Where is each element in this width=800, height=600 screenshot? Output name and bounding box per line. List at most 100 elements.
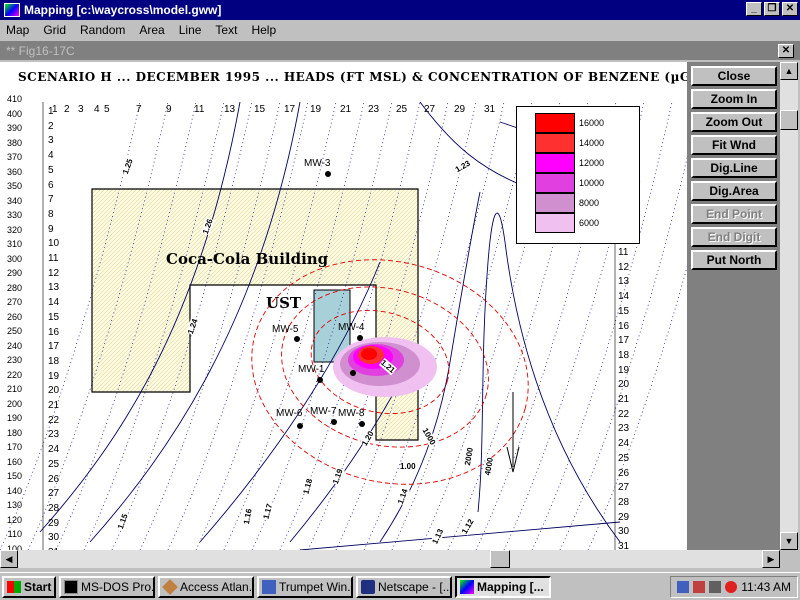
display-icon[interactable] — [693, 580, 705, 593]
access-icon — [162, 578, 178, 595]
y-axis-label: 320 — [6, 224, 22, 235]
plume-4000-contour — [310, 309, 450, 415]
row-number-right: 25 — [618, 452, 630, 464]
head-contour-3 — [199, 261, 381, 543]
well-label-mw1: MW-1 — [298, 364, 325, 375]
y-axis-label: 330 — [6, 210, 22, 220]
column-number: 2 — [64, 104, 70, 115]
menu-bar: Map Grid Random Area Line Text Help — [0, 20, 800, 39]
column-number: 7 — [136, 104, 142, 115]
row-number-right: 19 — [618, 364, 630, 376]
y-axis-label: 380 — [6, 137, 22, 148]
legend-row: 12000 — [535, 153, 639, 173]
legend-value: 8000 — [579, 198, 600, 208]
y-axis-label: 310 — [6, 239, 22, 249]
legend-row: 16000 — [535, 113, 639, 133]
menu-help[interactable]: Help — [251, 22, 277, 37]
scroll-up-icon[interactable]: ▲ — [780, 62, 798, 80]
row-number-left: 14 — [48, 297, 60, 309]
scroll-left-icon[interactable]: ◀ — [0, 550, 18, 568]
horizontal-scrollbar[interactable]: ◀ ▶ — [0, 550, 780, 568]
row-number-left: 12 — [48, 267, 60, 279]
y-axis-label: 240 — [6, 340, 22, 351]
menu-random[interactable]: Random — [80, 22, 126, 37]
legend-row: 8000 — [535, 193, 639, 213]
legend-value: 12000 — [579, 158, 605, 168]
row-number-left: 23 — [48, 429, 60, 441]
column-number: 17 — [284, 104, 296, 115]
head-contour-6 — [477, 212, 621, 543]
menu-line[interactable]: Line — [178, 22, 202, 37]
zoom-in-button[interactable]: Zoom In — [691, 89, 777, 109]
row-number-left: 20 — [48, 385, 60, 397]
row-number-left: 19 — [48, 370, 60, 382]
plume-1000-contour — [251, 259, 529, 485]
well-label-mw7: MW-7 — [310, 406, 337, 417]
put-north-button[interactable]: Put North — [691, 250, 777, 270]
vertical-scroll-thumb[interactable] — [780, 110, 798, 130]
restore-button[interactable]: ❐ — [764, 2, 780, 16]
column-number: 23 — [368, 104, 380, 115]
y-axis-label: 400 — [6, 108, 22, 119]
well-label-mw8: MW-8 — [338, 408, 365, 419]
close-button[interactable]: Close — [691, 66, 777, 86]
concentration-legend: 16000 14000 12000 10000 8000 6000 — [516, 106, 640, 244]
network-icon[interactable] — [677, 580, 689, 593]
row-number-right: 24 — [618, 438, 630, 450]
head-contour-2 — [89, 101, 301, 543]
column-number: 19 — [310, 104, 322, 115]
head-contour-5 — [379, 191, 481, 543]
task-msdos[interactable]: MS-DOS Pro... — [59, 575, 155, 598]
start-button[interactable]: Start — [2, 575, 56, 598]
task-access[interactable]: Access Atlan... — [158, 575, 254, 598]
mapping-app-icon — [4, 3, 20, 17]
y-axis-label: 200 — [6, 398, 22, 409]
menu-grid[interactable]: Grid — [43, 22, 67, 37]
menu-area[interactable]: Area — [139, 22, 165, 37]
netscape-icon — [361, 579, 375, 594]
y-axis-label: 340 — [6, 195, 22, 206]
dig-area-button[interactable]: Dig.Area — [691, 181, 777, 201]
scroll-right-icon[interactable]: ▶ — [762, 550, 780, 568]
minimize-button[interactable]: _ — [746, 2, 762, 16]
row-number-right: 15 — [618, 305, 630, 317]
end-digit-button[interactable]: End Digit — [691, 227, 777, 247]
volume-icon[interactable] — [709, 580, 721, 593]
vertical-scrollbar[interactable]: ▲ ▼ — [780, 62, 798, 550]
legend-swatch — [535, 153, 575, 173]
y-axis-label: 170 — [6, 442, 22, 452]
close-window-button[interactable]: ✕ — [782, 2, 798, 16]
row-number-left: 6 — [48, 179, 54, 191]
well-mw3-marker — [325, 171, 331, 177]
menu-map[interactable]: Map — [6, 22, 30, 37]
task-mapping[interactable]: Mapping [... — [455, 575, 551, 598]
child-window-title: ** Fig16-17C — [0, 41, 800, 60]
clock[interactable]: 11:43 AM — [741, 579, 791, 594]
power-icon[interactable] — [725, 580, 737, 593]
row-number-left: 9 — [48, 223, 54, 235]
row-number-right: 28 — [618, 496, 630, 508]
y-axis-label: 110 — [7, 529, 22, 539]
scroll-down-icon[interactable]: ▼ — [780, 532, 798, 550]
map-canvas[interactable]: SCENARIO H ... DECEMBER 1995 ... HEADS (… — [0, 62, 688, 550]
contour-label: 1.00 — [400, 462, 416, 471]
row-number-right: 21 — [618, 394, 630, 405]
task-netscape[interactable]: Netscape - [... — [356, 575, 452, 598]
row-number-left: 1 — [48, 106, 54, 117]
child-close-icon[interactable]: ✕ — [778, 44, 794, 58]
menu-text[interactable]: Text — [215, 22, 238, 37]
horizontal-scroll-thumb[interactable] — [490, 550, 510, 568]
task-trumpet[interactable]: Trumpet Win... — [257, 575, 353, 598]
row-number-right: 18 — [618, 349, 630, 361]
column-number: 5 — [104, 104, 110, 115]
end-point-button[interactable]: End Point — [691, 204, 777, 224]
y-axis-label: 260 — [6, 311, 22, 322]
fit-window-button[interactable]: Fit Wnd — [691, 135, 777, 155]
y-axis-label: 280 — [6, 282, 22, 293]
zoom-out-button[interactable]: Zoom Out — [691, 112, 777, 132]
well-label-mw4: MW-4 — [338, 322, 365, 333]
map-title: SCENARIO H ... DECEMBER 1995 ... HEADS (… — [18, 70, 688, 84]
y-axis-label: 370 — [6, 152, 22, 162]
dig-line-button[interactable]: Dig.Line — [691, 158, 777, 178]
row-number-right: 27 — [618, 482, 630, 494]
